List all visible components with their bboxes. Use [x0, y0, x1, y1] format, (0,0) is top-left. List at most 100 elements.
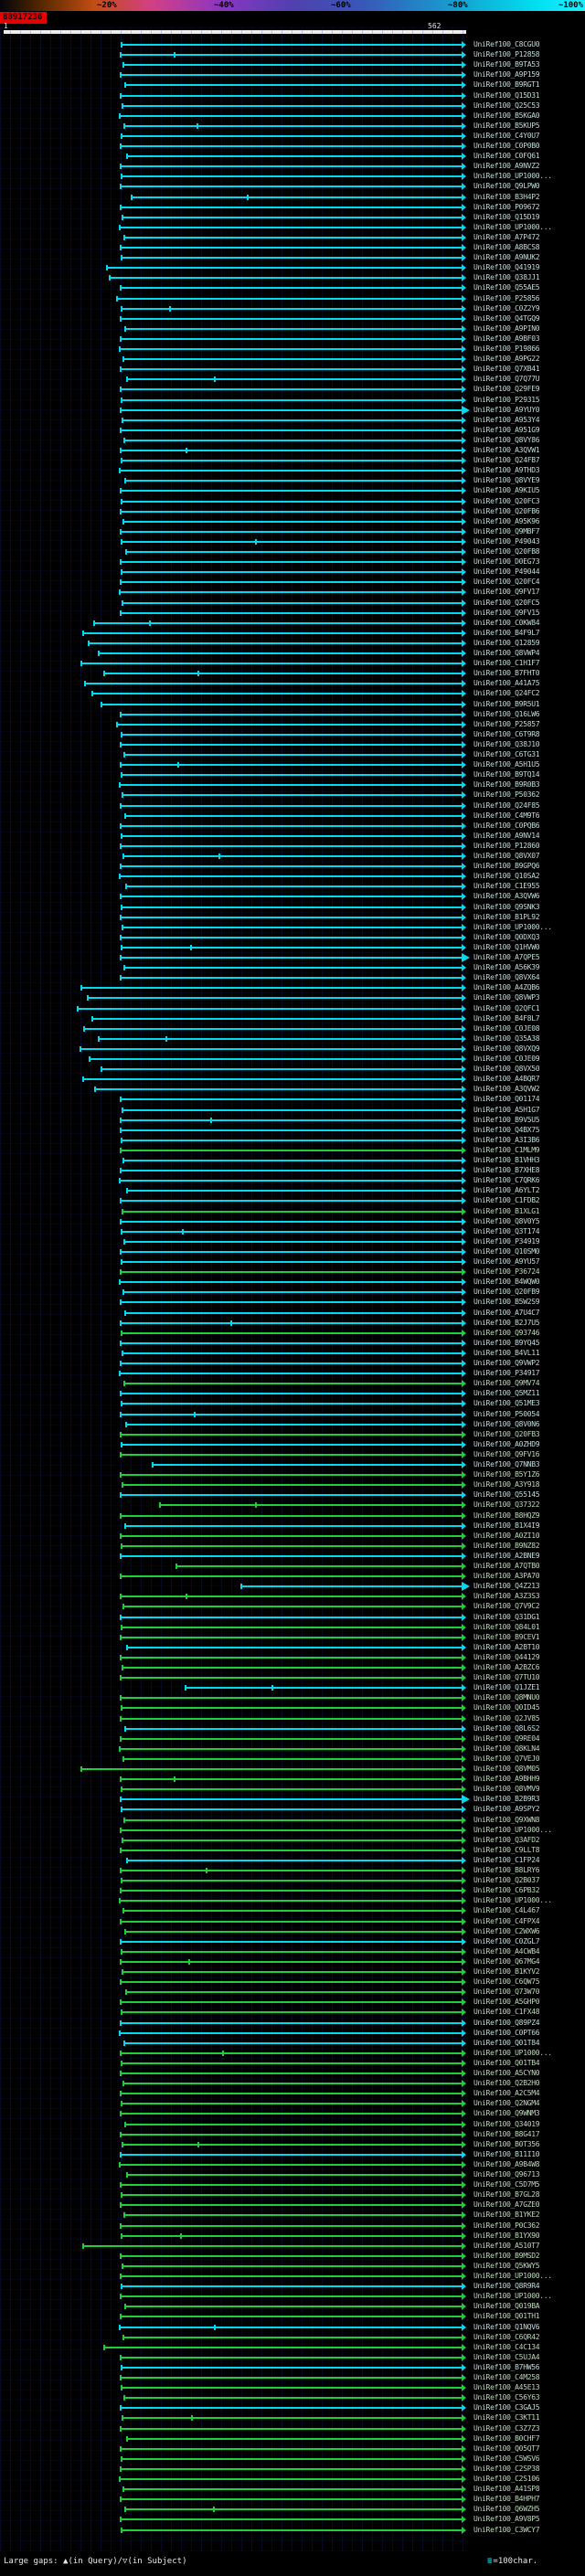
hit-bar[interactable]: [120, 1616, 462, 1618]
hit-bar[interactable]: [122, 834, 462, 837]
hit-label[interactable]: UniRef100_C3KT11: [473, 2413, 540, 2422]
hit-label[interactable]: UniRef100_P12858: [473, 50, 540, 59]
hit-label[interactable]: UniRef100_Q93746: [473, 1328, 540, 1337]
hit-label[interactable]: UniRef100_A3I3B6: [473, 1135, 540, 1144]
hit-label[interactable]: UniRef100_UP1000...: [473, 222, 552, 231]
hit-bar[interactable]: [122, 1210, 462, 1213]
hit-bar[interactable]: [122, 1108, 462, 1111]
hit-bar[interactable]: [240, 1585, 462, 1588]
hit-label[interactable]: UniRef100_P49043: [473, 536, 540, 546]
hit-label[interactable]: UniRef100_Q8VWP3: [473, 993, 540, 1002]
hit-bar[interactable]: [123, 2488, 462, 2491]
hit-bar[interactable]: [120, 450, 462, 451]
hit-label[interactable]: UniRef100_D0EG73: [473, 557, 540, 567]
hit-label[interactable]: UniRef100_B9V5U5: [473, 1115, 540, 1124]
hit-label[interactable]: UniRef100_A0ZI10: [473, 1531, 540, 1540]
hit-bar[interactable]: [119, 1747, 462, 1750]
hit-bar[interactable]: [82, 2244, 462, 2247]
hit-label[interactable]: UniRef100_C1E955: [473, 882, 540, 891]
hit-bar[interactable]: [120, 1271, 462, 1274]
hit-label[interactable]: UniRef100_A9YU57: [473, 1257, 540, 1266]
hit-bar[interactable]: [120, 1890, 462, 1892]
hit-bar[interactable]: [120, 1250, 462, 1253]
hit-label[interactable]: UniRef100_P50362: [473, 790, 540, 800]
hit-bar[interactable]: [125, 1524, 462, 1527]
hit-bar[interactable]: [122, 1880, 462, 1882]
hit-label[interactable]: UniRef100_B1KYV2: [473, 1967, 540, 1976]
hit-bar[interactable]: [119, 591, 462, 594]
hit-label[interactable]: UniRef100_P0C362: [473, 2221, 540, 2230]
hit-bar[interactable]: [120, 1829, 462, 1831]
hit-label[interactable]: UniRef100_Q20FB8: [473, 547, 540, 556]
hit-bar[interactable]: [125, 480, 462, 482]
hit-label[interactable]: UniRef100_Q51ME3: [473, 1399, 540, 1408]
hit-label[interactable]: UniRef100_A8BCS8: [473, 243, 540, 251]
hit-bar[interactable]: [176, 1565, 462, 1567]
hit-bar[interactable]: [120, 2204, 462, 2207]
hit-label[interactable]: UniRef100_C0JE09: [473, 1055, 540, 1063]
hit-label[interactable]: UniRef100_B9YQ45: [473, 1338, 540, 1347]
hit-bar[interactable]: [119, 114, 462, 117]
hit-bar[interactable]: [122, 2194, 462, 2197]
hit-bar[interactable]: [120, 1737, 462, 1740]
hit-bar[interactable]: [120, 977, 462, 980]
hit-bar[interactable]: [120, 2021, 462, 2024]
hit-bar[interactable]: [120, 317, 462, 320]
hit-bar[interactable]: [88, 641, 462, 644]
hit-bar[interactable]: [120, 1514, 462, 1517]
hit-bar[interactable]: [103, 673, 462, 675]
hit-bar[interactable]: [120, 2001, 462, 2004]
hit-label[interactable]: UniRef100_C0FQ61: [473, 152, 540, 161]
hit-label[interactable]: UniRef100_B8LRY6: [473, 1866, 540, 1874]
hit-bar[interactable]: [121, 1443, 462, 1446]
hit-bar[interactable]: [120, 186, 462, 188]
hit-label[interactable]: UniRef100_B2B9R3: [473, 1795, 540, 1804]
hit-label[interactable]: UniRef100_A7P472: [473, 232, 540, 241]
hit-bar[interactable]: [122, 2366, 462, 2369]
hit-label[interactable]: UniRef100_C0ZGL7: [473, 1936, 540, 1945]
hit-bar[interactable]: [121, 460, 462, 462]
hit-bar[interactable]: [120, 1717, 462, 1720]
hit-bar[interactable]: [101, 703, 462, 705]
hit-label[interactable]: UniRef100_Q24FC2: [473, 689, 540, 698]
hit-label[interactable]: UniRef100_Q15D19: [473, 212, 540, 221]
hit-bar[interactable]: [122, 794, 462, 797]
hit-label[interactable]: UniRef100_B1PL92: [473, 912, 540, 921]
hit-bar[interactable]: [125, 1991, 462, 1994]
hit-bar[interactable]: [119, 2478, 462, 2480]
hit-bar[interactable]: [120, 2498, 462, 2501]
hit-bar[interactable]: [120, 2113, 462, 2115]
hit-bar[interactable]: [122, 307, 462, 310]
hit-label[interactable]: UniRef100_Q1JZE1: [473, 1683, 540, 1692]
hit-bar[interactable]: [80, 1768, 462, 1770]
hit-bar[interactable]: [122, 906, 462, 908]
hit-bar[interactable]: [120, 1098, 462, 1101]
hit-label[interactable]: UniRef100_B4F9L7: [473, 628, 540, 637]
hit-bar[interactable]: [120, 2295, 462, 2298]
hit-label[interactable]: UniRef100_C8CGU0: [473, 40, 540, 48]
hit-bar[interactable]: [120, 2377, 462, 2379]
hit-bar[interactable]: [125, 1930, 462, 1933]
hit-bar[interactable]: [120, 530, 462, 533]
hit-bar[interactable]: [120, 2224, 462, 2227]
hit-bar[interactable]: [125, 2123, 462, 2125]
hit-label[interactable]: UniRef100_C5UJA4: [473, 2352, 540, 2361]
hit-bar[interactable]: [120, 2316, 462, 2318]
hit-bar[interactable]: [120, 1778, 462, 1781]
hit-bar[interactable]: [120, 74, 462, 77]
hit-bar[interactable]: [123, 855, 462, 857]
hit-label[interactable]: UniRef100_C1FDB2: [473, 1196, 540, 1205]
hit-bar[interactable]: [122, 1788, 462, 1791]
hit-label[interactable]: UniRef100_Q3T174: [473, 1226, 540, 1235]
hit-bar[interactable]: [120, 1677, 462, 1680]
hit-bar[interactable]: [124, 124, 462, 127]
hit-label[interactable]: UniRef100_A9NV14: [473, 831, 540, 840]
hit-label[interactable]: UniRef100_Q1HVW0: [473, 942, 540, 951]
hit-bar[interactable]: [126, 1646, 462, 1648]
hit-bar[interactable]: [120, 1940, 462, 1943]
hit-label[interactable]: UniRef100_C4FPX4: [473, 1916, 540, 1925]
hit-bar[interactable]: [120, 1920, 462, 1923]
hit-label[interactable]: UniRef100_A4ZQB6: [473, 983, 540, 992]
hit-bar[interactable]: [120, 247, 462, 249]
hit-bar[interactable]: [121, 946, 462, 949]
